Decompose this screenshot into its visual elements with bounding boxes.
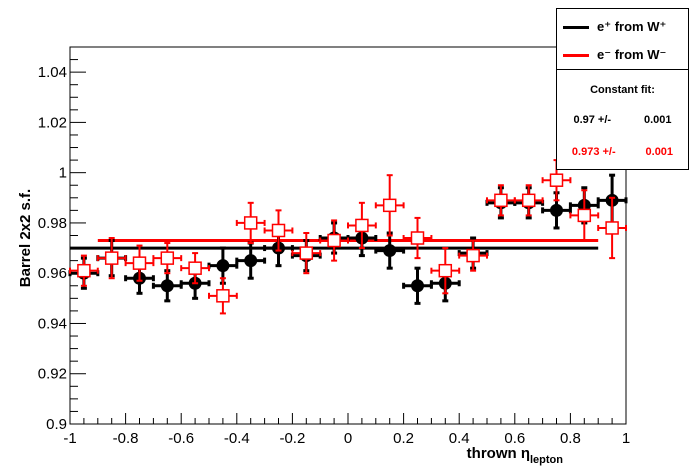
x-tick-label: 0 xyxy=(344,430,352,447)
x-tick-label: -0.6 xyxy=(168,430,194,447)
x-tick-label: -0.2 xyxy=(279,430,305,447)
legend-entry-electron: e⁻ from W⁻ xyxy=(563,45,666,65)
y-axis-label: Barrel 2x2 s.f. xyxy=(17,189,34,287)
data-point-positron xyxy=(216,259,230,273)
data-point-positron xyxy=(244,254,258,268)
x-tick-label: 0.4 xyxy=(449,430,470,447)
data-point-positron xyxy=(383,244,397,258)
y-tick-label: 0.94 xyxy=(38,315,67,332)
fit-row-positron: 0.97 +/- 0.001 xyxy=(557,114,688,126)
data-point-electron xyxy=(549,173,564,187)
y-tick-label: 0.98 xyxy=(38,215,67,232)
legend-swatch-black xyxy=(563,25,589,29)
x-tick-label: 0.6 xyxy=(504,430,525,447)
fit-row-electron: 0.973 +/- 0.001 xyxy=(557,146,688,158)
x-tick-label: 1 xyxy=(622,430,630,447)
axis-ticks xyxy=(69,46,627,425)
data-point-electron xyxy=(605,221,619,235)
data-point-positron xyxy=(160,279,174,293)
y-tick-label: 1 xyxy=(59,165,67,182)
data-point-electron xyxy=(160,251,175,265)
data-point-electron xyxy=(77,263,91,278)
data-point-electron xyxy=(299,246,314,260)
data-point-electron xyxy=(327,233,341,248)
x-axis-label: thrown ηlepton xyxy=(467,445,564,466)
fit-error-electron: 0.001 xyxy=(645,146,674,158)
data-point-electron xyxy=(355,218,369,233)
data-point-electron xyxy=(188,261,202,275)
data-point-electron xyxy=(104,251,119,265)
x-tick-label: -1 xyxy=(63,430,76,447)
x-tick-label: -0.8 xyxy=(113,430,139,447)
data-point-positron xyxy=(411,279,424,293)
x-tick-label: 0.8 xyxy=(560,430,581,447)
legend-swatch-red xyxy=(563,53,589,57)
data-point-electron xyxy=(382,198,397,213)
legend-entry-positron: e⁺ from W⁺ xyxy=(563,17,666,37)
legend-label-positron: e⁺ from W⁺ xyxy=(597,19,667,34)
x-tick-label: -0.4 xyxy=(224,430,250,447)
data-point-electron xyxy=(132,256,147,270)
data-point-positron xyxy=(550,203,563,217)
y-tick-label: 0.9 xyxy=(46,416,67,433)
data-point-electron xyxy=(216,289,230,303)
data-point-electron xyxy=(521,193,536,208)
fit-results-box: Constant fit: 0.97 +/- 0.001 0.973 +/- 0… xyxy=(556,69,689,170)
y-tick-label: 0.96 xyxy=(38,265,67,282)
y-tick-label: 0.92 xyxy=(38,366,67,383)
fit-title: Constant fit: xyxy=(590,84,655,96)
data-point-electron xyxy=(271,223,286,238)
legend-label-electron: e⁻ from W⁻ xyxy=(597,47,667,62)
data-points xyxy=(68,159,628,315)
x-axis-label-subscript: lepton xyxy=(530,454,563,466)
data-point-electron xyxy=(466,248,480,263)
x-axis-label-main: thrown η xyxy=(467,445,530,462)
fit-value-electron: 0.973 +/- xyxy=(571,146,616,158)
data-point-electron xyxy=(438,263,453,278)
y-tick-label: 1.02 xyxy=(38,114,67,131)
y-tick-label: 1.04 xyxy=(38,64,67,81)
tick-labels: -1 -0.8 -0.6 -0.4 -0.2 0 0.2 0.4 0.6 0.8 1 0.9 0.92 0… xyxy=(38,64,630,447)
data-point-electron xyxy=(577,208,592,223)
data-point-electron xyxy=(410,231,425,245)
legend: e⁺ from W⁺ e⁻ from W⁻ xyxy=(556,8,689,70)
fit-error-positron: 0.001 xyxy=(643,114,672,126)
fit-value-positron: 0.97 +/- xyxy=(573,114,612,126)
x-tick-label: 0.2 xyxy=(393,430,414,447)
data-point-electron xyxy=(243,216,258,230)
data-point-electron xyxy=(494,193,508,208)
